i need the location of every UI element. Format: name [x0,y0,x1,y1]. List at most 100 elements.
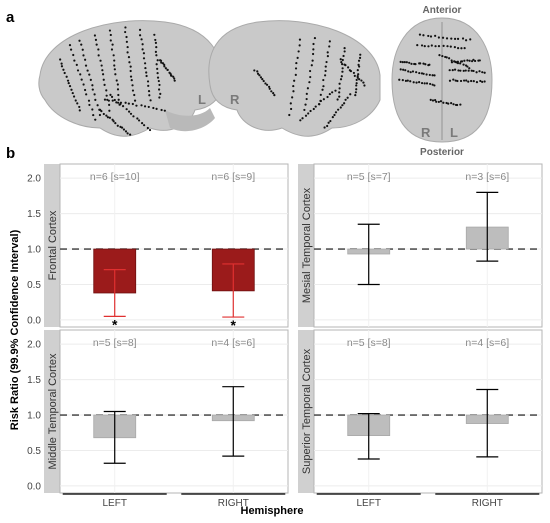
electrode-dot [467,80,470,83]
electrode-dot [341,67,344,70]
electrode-dot [445,37,449,40]
left-hemisphere-view: L [38,20,223,137]
electrode-dot [258,74,261,77]
x-axis-title: Hemisphere [241,505,304,517]
electrode-dot [478,59,481,62]
electrode-dot [114,73,117,76]
electrode-dot [262,79,265,83]
electrode-dot [429,35,433,38]
electrode-dot [122,128,126,131]
electrode-dot [129,133,132,136]
electrode-dot [93,93,96,96]
electrode-dot [312,48,315,51]
electrode-dot [65,75,68,78]
electrode-dot [154,41,158,44]
electrode-dot [138,28,142,31]
electrode-dot [308,69,312,73]
electrode-dot [131,89,135,92]
electrode-dot [294,73,297,77]
electrode-dot [341,70,344,73]
left-cerebellum [165,108,215,132]
electrode-dot [130,79,133,82]
electrode-dot [161,62,165,65]
electrode-dot [102,112,105,116]
electrode-dot [433,74,436,77]
electrode-dot [124,30,127,34]
electrode-dot [431,74,434,77]
electrode-dot [101,69,104,72]
plot-area [59,163,289,328]
electrode-dot [429,82,432,86]
electrode-dot [354,91,357,94]
electrode-dot [170,74,173,77]
electrode-dot [334,111,338,114]
electrode-dot [470,69,473,72]
electrode-dot [140,122,144,125]
electrode-dot [140,38,143,41]
electrode-dot [148,94,151,97]
electrode-dot [398,78,401,81]
electrode-dot [158,96,161,99]
electrode-dot [141,43,144,46]
electrode-dot [343,50,346,53]
electrode-dot [88,103,91,107]
electrode-dot [425,82,429,85]
electrode-dot [103,98,107,101]
electrode-dot [159,59,163,62]
electrode-dot [96,104,99,107]
electrode-dot [173,77,176,80]
electrode-dot [124,26,127,29]
electrode-dot [423,82,426,85]
electrode-dot [155,63,158,66]
electrode-dot [343,102,346,105]
electrode-dot [435,100,438,103]
electrode-dot [322,98,325,101]
x-tick-label: LEFT [102,498,126,509]
electrode-dot [261,78,264,81]
electrode-dot [126,45,129,49]
electrode-dot [328,45,331,48]
electrode-dot [101,73,105,76]
electrode-dot [124,130,128,133]
electrode-dot [363,84,366,87]
electrode-dot [341,58,344,62]
electrode-dot [264,82,267,85]
electrode-dot [472,80,475,83]
electrode-dot [311,52,315,56]
electrode-dot [423,45,426,48]
electrode-dot [298,44,301,47]
electrode-dot [154,38,157,42]
electrode-dot [342,54,345,58]
electrode-dot [324,69,327,73]
electrode-dot [109,93,112,96]
electrode-dot [115,101,118,104]
electrode-dot [420,72,424,75]
electrode-dot [135,104,138,107]
electrode-dot [172,75,175,78]
electrode-dot [349,70,353,73]
electrode-dot [355,88,358,91]
x-tick-label: RIGHT [472,498,503,509]
electrode-dot [299,119,302,122]
electrode-dot [256,72,260,75]
electrode-dot [270,90,273,93]
electrode-dot [427,34,430,38]
y-tick-label: 1.5 [27,209,41,220]
electrode-dot [431,99,435,102]
electrode-dot [456,62,460,65]
electrode-dot [415,71,418,74]
electrode-dot [429,98,432,101]
electrode-dot [430,44,433,47]
electrode-dot [166,68,169,72]
electrode-dot [273,94,276,97]
facet-panel: Middle Temporal Cortex 0.0 0.5 1.0 1.5 2.0 n=5… [27,329,289,509]
electrode-dot [108,103,111,107]
electrode-dot [137,119,141,122]
facet-panel: Mesial Temporal Cortex n=5 [s=7] n=3 [s=6] [298,163,543,328]
electrode-dot [309,109,312,113]
electrode-dot [160,108,163,112]
electrode-dot [85,93,88,96]
electrode-dot [478,70,481,73]
electrode-dot [338,82,341,85]
electrode-dot [453,37,457,40]
